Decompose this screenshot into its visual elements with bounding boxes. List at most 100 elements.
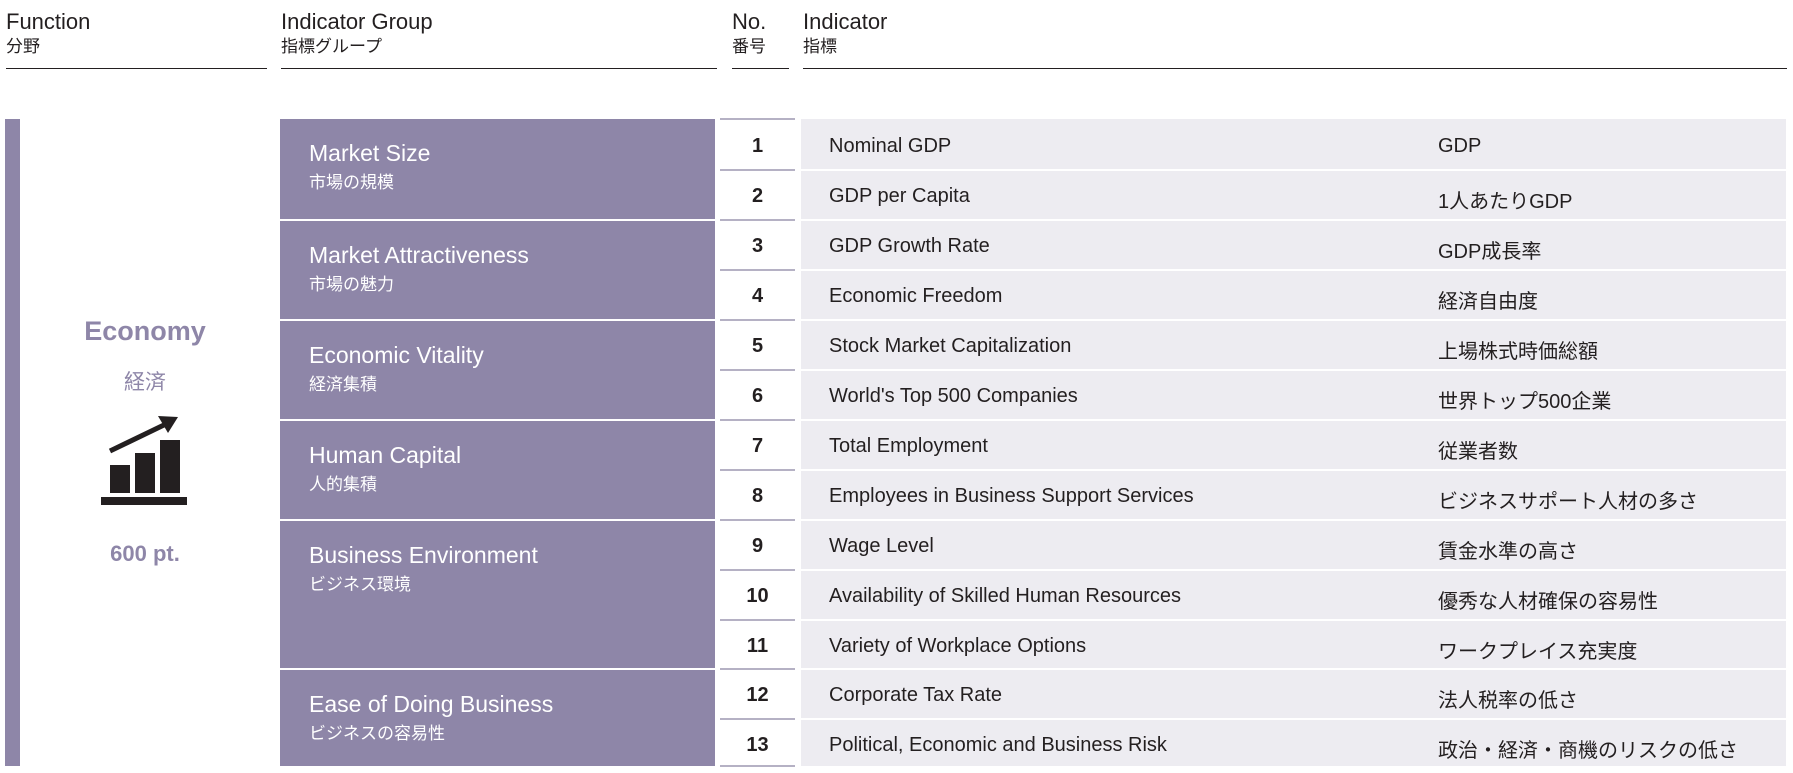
- row-divider: [720, 519, 795, 521]
- indicator-name-ja: 経済自由度: [1438, 291, 1538, 313]
- header-function: Function 分野: [6, 8, 90, 58]
- row-divider: [720, 668, 795, 670]
- row-divider: [801, 269, 1786, 271]
- row-divider: [720, 118, 795, 120]
- indicator-name-en: Stock Market Capitalization: [829, 335, 1072, 357]
- header-divider-group: [281, 68, 717, 69]
- row-divider: [720, 419, 795, 421]
- indicator-name-ja: 優秀な人材確保の容易性: [1438, 591, 1658, 613]
- indicator-name-en: Nominal GDP: [829, 135, 952, 157]
- group-name-en: Ease of Doing Business: [309, 691, 554, 717]
- row-divider: [720, 619, 795, 621]
- indicator-number: 7: [751, 435, 764, 457]
- group-name-en: Market Attractiveness: [309, 242, 529, 268]
- indicator-name-ja: GDP成長率: [1438, 241, 1542, 263]
- function-name-en: Economy: [84, 316, 206, 346]
- group-name-en: Human Capital: [309, 442, 462, 468]
- group-business-environment: Business Environment ビジネス環境: [280, 521, 715, 668]
- row-divider: [801, 619, 1786, 621]
- row-divider: [801, 519, 1786, 521]
- indicator-number: 8: [751, 485, 764, 507]
- indicator-name-ja: GDP: [1438, 135, 1482, 157]
- indicator-name-en: GDP Growth Rate: [829, 235, 990, 257]
- indicator-name-ja: 賃金水準の高さ: [1438, 541, 1578, 563]
- indicator-name-en: Availability of Skilled Human Resources: [829, 585, 1182, 607]
- indicator-name-en: World's Top 500 Companies: [829, 385, 1078, 407]
- header-group-ja: 指標グループ: [281, 37, 382, 56]
- row-divider: [801, 718, 1786, 720]
- group-name-en: Market Size: [309, 140, 431, 166]
- header-divider-indicator: [803, 68, 1787, 69]
- group-name-ja: 市場の規模: [309, 173, 394, 192]
- function-name-ja: 経済: [124, 371, 166, 394]
- group-name-ja: 市場の魅力: [309, 275, 394, 294]
- indicator-name-ja: 上場株式時価総額: [1438, 341, 1598, 363]
- function-points: 600 pt.: [110, 541, 180, 566]
- row-divider: [801, 569, 1786, 571]
- indicator-number: 3: [751, 235, 764, 257]
- header-indicator: Indicator 指標: [803, 8, 887, 58]
- indicator-name-ja: 1人あたりGDP: [1438, 191, 1573, 213]
- header-no: No. 番号: [732, 8, 766, 58]
- indicator-name-ja: 従業者数: [1438, 441, 1518, 463]
- row-divider: [720, 765, 795, 767]
- group-name-en: Economic Vitality: [309, 342, 484, 368]
- row-divider: [801, 319, 1786, 321]
- indicator-name-ja: 政治・経済・商機のリスクの低さ: [1438, 740, 1738, 762]
- header-group: Indicator Group 指標グループ: [281, 8, 433, 58]
- row-divider: [720, 319, 795, 321]
- group-name-ja: ビジネス環境: [309, 575, 411, 594]
- indicator-number: 5: [751, 335, 764, 357]
- indicator-number: 4: [751, 285, 764, 307]
- indicator-name-ja: 法人税率の低さ: [1438, 690, 1578, 712]
- group-market-attractiveness: Market Attractiveness 市場の魅力: [280, 221, 715, 319]
- indicator-name-en: Wage Level: [829, 535, 934, 557]
- row-divider: [720, 569, 795, 571]
- header-function-ja: 分野: [6, 37, 40, 56]
- indicator-name-en: Corporate Tax Rate: [829, 684, 1003, 706]
- group-name-ja: 人的集積: [309, 475, 377, 494]
- row-divider: [801, 369, 1786, 371]
- group-ease-of-doing-business: Ease of Doing Business ビジネスの容易性: [280, 670, 715, 766]
- group-human-capital: Human Capital 人的集積: [280, 421, 715, 519]
- indicator-name-ja: ワークプレイス充実度: [1438, 641, 1638, 663]
- row-divider: [801, 419, 1786, 421]
- row-divider: [801, 469, 1786, 471]
- header-indicator-en: Indicator: [803, 9, 888, 34]
- indicator-number: 12: [746, 684, 769, 706]
- group-name-en: Business Environment: [309, 542, 538, 568]
- indicator-number: 2: [751, 185, 764, 207]
- indicator-name-en: Employees in Business Support Services: [829, 485, 1194, 507]
- function-color-bar: [5, 119, 20, 766]
- row-divider: [720, 718, 795, 720]
- header-divider-function: [6, 68, 267, 69]
- row-divider: [801, 668, 1786, 670]
- row-divider: [720, 369, 795, 371]
- indicator-name-en: Political, Economic and Business Risk: [829, 734, 1167, 756]
- row-divider: [801, 219, 1786, 221]
- indicator-name-ja: 世界トップ500企業: [1438, 391, 1612, 413]
- indicator-number: 1: [751, 135, 764, 157]
- row-divider: [720, 269, 795, 271]
- indicator-number: 6: [751, 385, 764, 407]
- row-divider: [801, 169, 1786, 171]
- header-indicator-ja: 指標: [803, 37, 837, 56]
- indicator-number: 9: [751, 535, 764, 557]
- header-divider-no: [732, 68, 789, 69]
- group-economic-vitality: Economic Vitality 経済集積: [280, 321, 715, 419]
- indicator-number: 13: [746, 734, 769, 756]
- header-no-ja: 番号: [732, 37, 766, 56]
- indicator-name-en: Economic Freedom: [829, 285, 1003, 307]
- indicator-name-en: Variety of Workplace Options: [829, 635, 1087, 657]
- row-divider: [720, 469, 795, 471]
- row-divider: [720, 169, 795, 171]
- group-name-ja: ビジネスの容易性: [309, 724, 445, 743]
- bar-chart-growth-icon: [101, 416, 187, 505]
- group-market-size: Market Size 市場の規模: [280, 119, 715, 219]
- header-function-en: Function: [6, 9, 91, 34]
- indicator-table-background: [801, 119, 1786, 766]
- indicator-name-en: GDP per Capita: [829, 185, 970, 207]
- header-group-en: Indicator Group: [281, 9, 433, 34]
- indicator-name-en: Total Employment: [829, 435, 988, 457]
- indicator-number: 10: [746, 585, 769, 607]
